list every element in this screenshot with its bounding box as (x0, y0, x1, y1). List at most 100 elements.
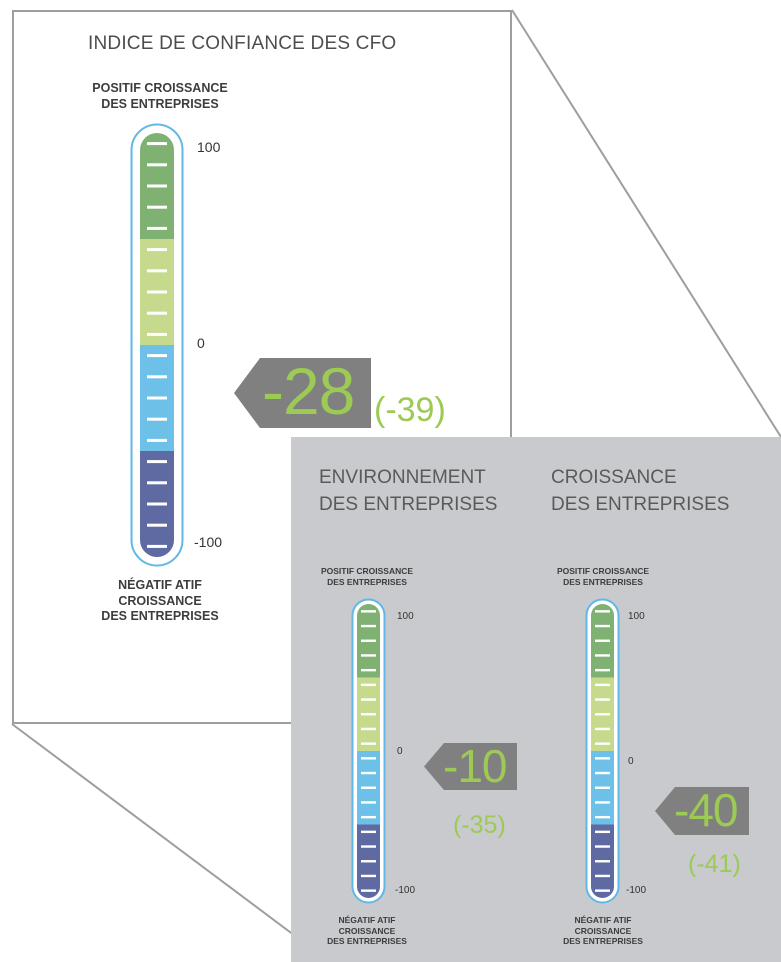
growth-title: CROISSANCE DES ENTREPRISES (551, 464, 771, 518)
env-top-caption-line-2: DES ENTREPRISES (327, 576, 407, 587)
growth-tick-mark (595, 610, 610, 613)
env-tick-mark (361, 713, 376, 716)
env-tick-mark (361, 830, 376, 834)
growth-tick-mark (595, 668, 610, 672)
main-tick-mark (147, 184, 167, 188)
main-tick-mark (147, 502, 167, 506)
growth-bottom-caption-line-3: DES ENTREPRISES (563, 936, 643, 947)
env-tick-mark (361, 683, 376, 687)
main-tick-mark (147, 290, 167, 294)
growth-tick-mark (595, 860, 610, 863)
growth-tick-mark (595, 874, 610, 878)
env-tick-mark (361, 610, 376, 613)
env-tick-mark (361, 639, 376, 642)
growth-tick-mark (595, 742, 610, 745)
growth-tick-mark (595, 771, 610, 775)
main-tick-mark (147, 544, 167, 548)
env-tick-mark (361, 860, 376, 863)
main-tick-mark (147, 396, 167, 400)
main-tick-mark (147, 142, 167, 146)
env-tick-mark (361, 815, 376, 819)
env-tick-mark (361, 624, 376, 628)
main-top-caption-line-1: POSITIF CROISSANCE (92, 81, 228, 95)
main-tick-mark (147, 269, 167, 273)
env-tick-mark (361, 654, 376, 657)
env-tick-mark (361, 889, 376, 892)
env-tick-mark (361, 801, 376, 804)
growth-bottom-caption: NÉGATIF ATIF CROISSANCE DES ENTREPRISES (543, 915, 663, 947)
growth-thermometer (585, 598, 620, 904)
growth-top-caption-line-2: DES ENTREPRISES (563, 576, 643, 587)
env-bottom-caption-line-2: CROISSANCE (338, 925, 396, 936)
env-tick-mark (361, 874, 376, 878)
main-tick-mark (147, 311, 167, 315)
env-title-line-2: DES ENTREPRISES (319, 494, 498, 515)
main-tick-mark (147, 438, 167, 442)
main-tick-mark (147, 460, 167, 464)
main-tick-minus-100: -100 (194, 534, 223, 550)
main-tick-mark (147, 375, 167, 379)
main-bottom-caption-line-2: CROISSANCE (118, 593, 202, 608)
main-tick-100: 100 (197, 139, 221, 155)
growth-tick-mark (595, 801, 610, 804)
main-tick-mark (147, 354, 167, 358)
growth-tick-0: 0 (628, 756, 634, 767)
growth-tick-mark (595, 889, 610, 892)
growth-tick-mark (595, 639, 610, 642)
growth-tick-mark (595, 727, 610, 731)
main-previous-value: (-39) (374, 391, 446, 429)
main-tick-mark (147, 523, 167, 527)
growth-tick-mark (595, 713, 610, 716)
main-tick-mark (147, 226, 167, 230)
env-tick-mark (361, 786, 376, 789)
main-value-label: -28 (262, 354, 355, 428)
growth-bottom-caption-line-2: CROISSANCE (574, 925, 632, 936)
growth-tick-mark (595, 683, 610, 687)
main-bottom-caption-line-3: DES ENTREPRISES (101, 609, 219, 624)
env-tick-0: 0 (397, 746, 403, 757)
env-tick-mark (361, 742, 376, 745)
env-tick-mark (361, 668, 376, 672)
env-tick-minus-100: -100 (395, 885, 416, 896)
env-tick-mark (361, 727, 376, 731)
growth-title-line-1: CROISSANCE (551, 467, 677, 488)
env-title: ENVIRONNEMENT DES ENTREPRISES (319, 464, 539, 518)
env-tick-mark (361, 845, 376, 848)
main-top-caption: POSITIF CROISSANCE DES ENTREPRISES (70, 81, 250, 112)
growth-tick-mark (595, 845, 610, 848)
env-bottom-caption: NÉGATIF ATIF CROISSANCE DES ENTREPRISES (307, 915, 427, 947)
growth-bottom-caption-line-1: NÉGATIF ATIF (574, 915, 632, 925)
main-top-caption-line-2: DES ENTREPRISES (101, 96, 219, 111)
env-previous-value: (-35) (453, 811, 506, 839)
env-thermometer (351, 598, 386, 904)
env-value-label: -10 (443, 740, 507, 792)
env-tick-100: 100 (397, 611, 414, 622)
growth-tick-mark (595, 757, 610, 760)
growth-tick-mark (595, 654, 610, 657)
growth-tick-mark (595, 830, 610, 834)
env-value-pointer (424, 743, 517, 790)
growth-tick-mark (595, 698, 610, 701)
growth-title-line-2: DES ENTREPRISES (551, 494, 730, 515)
growth-top-caption: POSITIF CROISSANCE DES ENTREPRISES (543, 566, 663, 587)
main-thermometer (130, 123, 184, 567)
main-tick-0: 0 (197, 335, 205, 351)
growth-tick-minus-100: -100 (626, 885, 647, 896)
growth-tick-100: 100 (628, 611, 645, 622)
env-top-caption-line-1: POSITIF CROISSANCE (320, 566, 414, 576)
main-value-pointer (234, 358, 371, 428)
main-chart-title: INDICE DE CONFIANCE DES CFO (88, 33, 397, 54)
main-bottom-caption-line-1: NÉGATIF ATIF (118, 578, 202, 592)
env-bottom-caption-line-3: DES ENTREPRISES (327, 936, 407, 947)
main-tick-mark (147, 332, 167, 336)
main-bottom-caption: NÉGATIF ATIF CROISSANCE DES ENTREPRISES (70, 578, 250, 625)
main-tick-mark (147, 248, 167, 252)
growth-top-caption-line-1: POSITIF CROISSANCE (556, 566, 650, 576)
env-top-caption: POSITIF CROISSANCE DES ENTREPRISES (307, 566, 427, 587)
main-tick-mark (147, 163, 167, 167)
growth-value-label: -40 (674, 784, 738, 836)
env-title-line-1: ENVIRONNEMENT (319, 467, 486, 488)
main-tick-mark (147, 417, 167, 421)
growth-tick-mark (595, 786, 610, 789)
